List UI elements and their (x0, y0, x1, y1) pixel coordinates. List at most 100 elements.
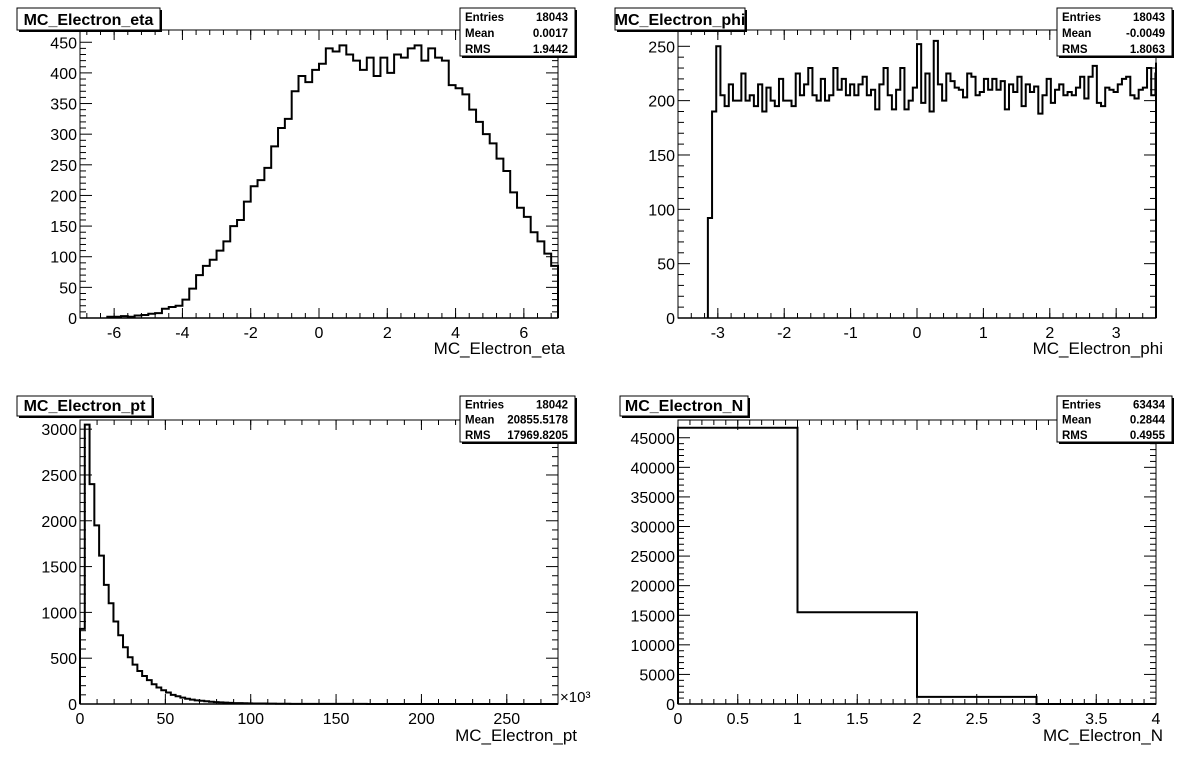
x-tick-label: 6 (519, 325, 528, 342)
stats-label: Mean (465, 28, 494, 40)
stats-value: -0.0049 (1126, 28, 1165, 40)
stats-label: Mean (1062, 28, 1091, 40)
y-tick-label: 100 (648, 202, 675, 219)
x-tick-label: 200 (408, 711, 435, 728)
plot-frame (79, 419, 559, 705)
y-tick-label: 45000 (631, 431, 676, 448)
stats-value: 18042 (536, 399, 568, 411)
x-tick-label: 1 (979, 325, 988, 342)
title-box (614, 7, 746, 31)
x-tick-label: 0 (913, 325, 922, 342)
stats-box (1056, 7, 1173, 57)
x-tick-label: 50 (156, 711, 174, 728)
y-tick-label: 50 (59, 280, 77, 297)
y-tick-label: 25000 (631, 549, 676, 566)
stats-label: RMS (1062, 44, 1088, 56)
y-tick-label: 0 (666, 697, 675, 714)
y-tick-label: 200 (50, 188, 77, 205)
y-tick-label: 0 (68, 697, 77, 714)
chart-title: MC_Electron_N (625, 398, 743, 415)
y-tick-label: 400 (50, 66, 77, 83)
x-axis-title: MC_Electron_eta (434, 339, 566, 358)
x-tick-label: 3 (1112, 325, 1121, 342)
stats-value: 63434 (1133, 399, 1166, 411)
x-tick-label: 100 (237, 711, 264, 728)
x-tick-label: 0 (76, 711, 85, 728)
histogram-series (677, 426, 1156, 705)
y-tick-label: 1000 (41, 605, 77, 622)
x-tick-label: -2 (244, 325, 258, 342)
stats-label: Entries (1062, 12, 1101, 24)
x-tick-label: 4 (1152, 711, 1161, 728)
x-tick-label: 150 (323, 711, 350, 728)
stats-label: Mean (465, 415, 494, 427)
x-tick-label: 0 (674, 711, 683, 728)
x-tick-label: 0 (315, 325, 324, 342)
stats-value: 0.2844 (1130, 415, 1166, 427)
stats-value: 0.4955 (1130, 430, 1166, 442)
stats-box (459, 395, 576, 443)
chart-title: MC_Electron_phi (615, 12, 746, 29)
stats-label: RMS (1062, 430, 1088, 442)
y-tick-label: 150 (648, 148, 675, 165)
y-tick-label: 15000 (631, 608, 676, 625)
x-tick-label: 4 (451, 325, 460, 342)
stats-label: RMS (465, 44, 491, 56)
x-tick-label: 0.5 (727, 711, 749, 728)
x-tick-label: 3 (1032, 711, 1041, 728)
x-tick-label: 2 (1045, 325, 1054, 342)
x-tick-label: 3.5 (1085, 711, 1107, 728)
y-tick-label: 350 (50, 97, 77, 114)
x-tick-label: -2 (777, 325, 791, 342)
stats-value: 1.8063 (1130, 44, 1165, 56)
stats-value: 20855.5178 (507, 415, 568, 427)
histogram-series (706, 39, 1157, 318)
y-tick-label: 1500 (41, 560, 77, 577)
stats-value: 17969.8205 (507, 430, 568, 442)
title-box (619, 395, 749, 417)
stats-box (1056, 395, 1173, 443)
x-tick-label: -1 (843, 325, 857, 342)
y-tick-label: 2500 (41, 468, 77, 485)
histogram-panel-4: 0 5000 10000 15000 20000 25000 30000 35000 40000… (619, 395, 1174, 745)
stats-label: Entries (1062, 399, 1101, 411)
stats-label: Entries (465, 399, 504, 411)
stats-value: 1.9442 (533, 44, 568, 56)
title-box (16, 395, 153, 417)
title-box (16, 7, 161, 31)
stats-value: 18043 (1133, 12, 1165, 24)
y-tick-label: 40000 (631, 460, 676, 477)
y-tick-label: 50 (657, 257, 675, 274)
stats-label: Mean (1062, 415, 1091, 427)
x-tick-label: 2.5 (966, 711, 988, 728)
chart-title: MC_Electron_eta (24, 12, 154, 29)
stats-label: RMS (465, 430, 491, 442)
histogram-panel-3: 0 500 1000 1500 2000 2500 3000 0 50 100 150 200 250 ×… (16, 395, 590, 745)
y-tick-label: 250 (648, 39, 675, 56)
y-tick-label: 250 (50, 158, 77, 175)
y-tick-label: 500 (50, 651, 77, 668)
histogram-series (106, 44, 559, 318)
x-tick-label: 2 (383, 325, 392, 342)
x-axis-title: MC_Electron_N (1043, 726, 1163, 745)
x-multiplier-label: ×10³ (560, 689, 590, 706)
y-tick-label: 35000 (631, 490, 676, 507)
stats-value: 18043 (536, 12, 568, 24)
y-tick-label: 20000 (631, 579, 676, 596)
x-tick-label: 1 (793, 711, 802, 728)
y-tick-label: 0 (666, 311, 675, 328)
x-axis-title: MC_Electron_phi (1033, 339, 1163, 358)
y-tick-label: 450 (50, 35, 77, 52)
stats-value: 0.0017 (533, 28, 568, 40)
x-tick-label: -4 (175, 325, 189, 342)
x-axis-title: MC_Electron_pt (455, 726, 577, 745)
y-tick-label: 30000 (631, 520, 676, 537)
y-tick-label: 10000 (631, 638, 676, 655)
plot-frame (79, 29, 559, 319)
y-tick-label: 0 (68, 311, 77, 328)
y-tick-label: 2000 (41, 514, 77, 531)
y-tick-label: 150 (50, 219, 77, 236)
stats-box (459, 7, 576, 57)
